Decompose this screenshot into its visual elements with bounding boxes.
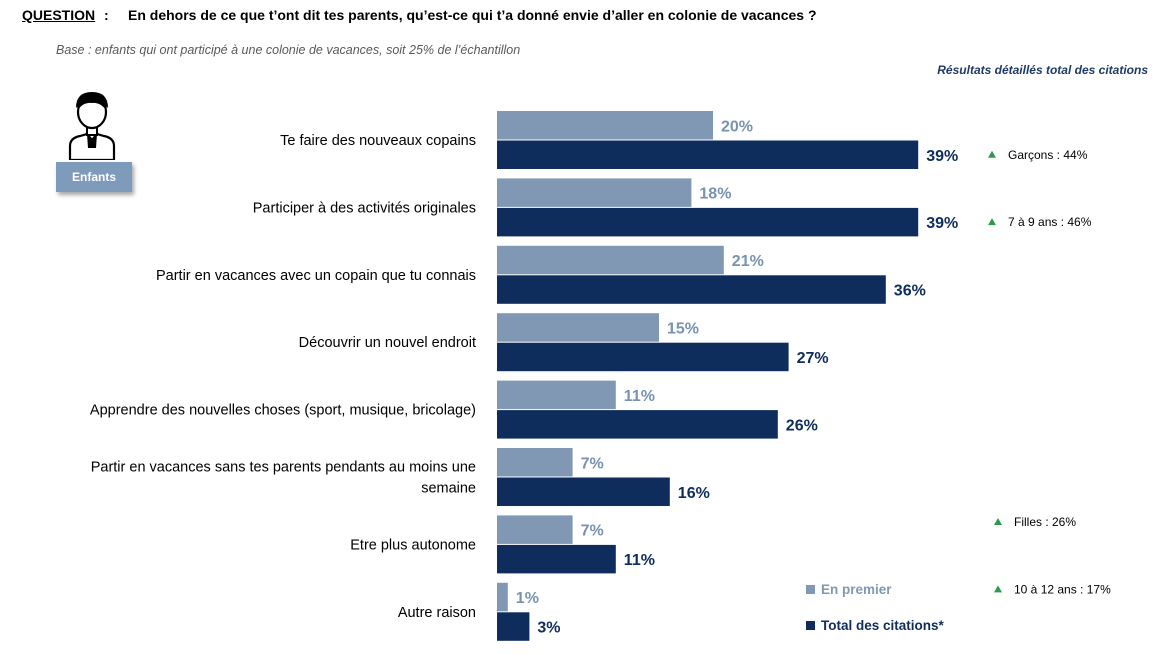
- data-label-en-premier: 11%: [624, 388, 655, 405]
- child-avatar-icon: [68, 92, 116, 160]
- question-text: En dehors de ce que t’ont dit tes parent…: [128, 7, 817, 23]
- data-label-en-premier: 18%: [699, 186, 731, 203]
- bar-total-citations: [497, 477, 670, 506]
- data-label-en-premier: 20%: [721, 118, 753, 135]
- subgroup-annotation: Garçons : 44%: [1008, 148, 1088, 162]
- category-label: Partir en vacances sans tes parents pend…: [91, 460, 476, 476]
- category-label: Te faire des nouveaux copains: [280, 133, 476, 149]
- bar-en-premier: [497, 515, 573, 544]
- data-label-total: 3%: [537, 620, 560, 637]
- enfants-badge: Enfants: [56, 162, 132, 192]
- question-colon: :: [104, 7, 109, 23]
- data-label-total: 16%: [678, 485, 710, 502]
- data-label-en-premier: 7%: [581, 455, 604, 472]
- bar-total-citations: [497, 342, 789, 372]
- subgroup-annotation: 7 à 9 ans : 46%: [1008, 215, 1092, 229]
- legend-first: En premier: [806, 582, 892, 597]
- data-label-total: 36%: [894, 283, 926, 300]
- bar-total-citations: [497, 410, 778, 439]
- up-arrow-icon: [994, 585, 1002, 593]
- data-label-en-premier: 1%: [516, 590, 539, 607]
- bar-total-citations: [497, 275, 886, 304]
- data-label-total: 39%: [926, 148, 958, 165]
- bar-total-citations: [497, 207, 919, 237]
- legend-total-label: Total des citations*: [821, 618, 944, 633]
- subgroup-annotation: Filles : 26%: [1014, 515, 1076, 529]
- bar-en-premier: [497, 111, 713, 140]
- bar-en-premier: [497, 380, 616, 410]
- legend-first-label: En premier: [821, 582, 892, 597]
- legend-total: Total des citations*: [806, 618, 944, 633]
- results-title: Résultats détaillés total des citations: [937, 63, 1148, 77]
- category-label: semaine: [421, 481, 476, 497]
- bar-en-premier: [497, 245, 724, 275]
- data-label-total: 27%: [797, 350, 829, 367]
- data-label-en-premier: 7%: [581, 523, 604, 540]
- data-label-total: 39%: [926, 215, 958, 232]
- category-label: Partir en vacances avec un copain que tu…: [156, 268, 476, 284]
- bar-total-citations: [497, 612, 530, 641]
- bar-total-citations: [497, 140, 919, 169]
- up-arrow-icon: [994, 518, 1002, 525]
- legend-total-swatch: [806, 621, 815, 630]
- question-label: QUESTION: [22, 7, 96, 23]
- category-label: Etre plus autonome: [350, 537, 476, 553]
- category-label: Autre raison: [398, 605, 476, 621]
- data-label-total: 11%: [624, 552, 655, 569]
- data-label-en-premier: 21%: [732, 253, 764, 270]
- bar-en-premier: [497, 448, 573, 477]
- subgroup-annotation: 10 à 12 ans : 17%: [1014, 582, 1111, 596]
- bar-en-premier: [497, 178, 692, 207]
- up-arrow-icon: [988, 218, 996, 226]
- category-label: Apprendre des nouvelles choses (sport, m…: [90, 403, 476, 419]
- category-label: Découvrir un nouvel endroit: [299, 335, 476, 351]
- base-note: Base : enfants qui ont participé à une c…: [56, 43, 521, 57]
- bar-en-premier: [497, 313, 659, 342]
- up-arrow-icon: [988, 150, 996, 158]
- data-label-en-premier: 15%: [667, 320, 699, 337]
- bar-en-premier: [497, 582, 508, 612]
- bar-total-citations: [497, 544, 616, 574]
- category-label: Participer à des activités originales: [253, 200, 476, 216]
- legend-first-swatch: [806, 585, 815, 594]
- data-label-total: 26%: [786, 417, 818, 434]
